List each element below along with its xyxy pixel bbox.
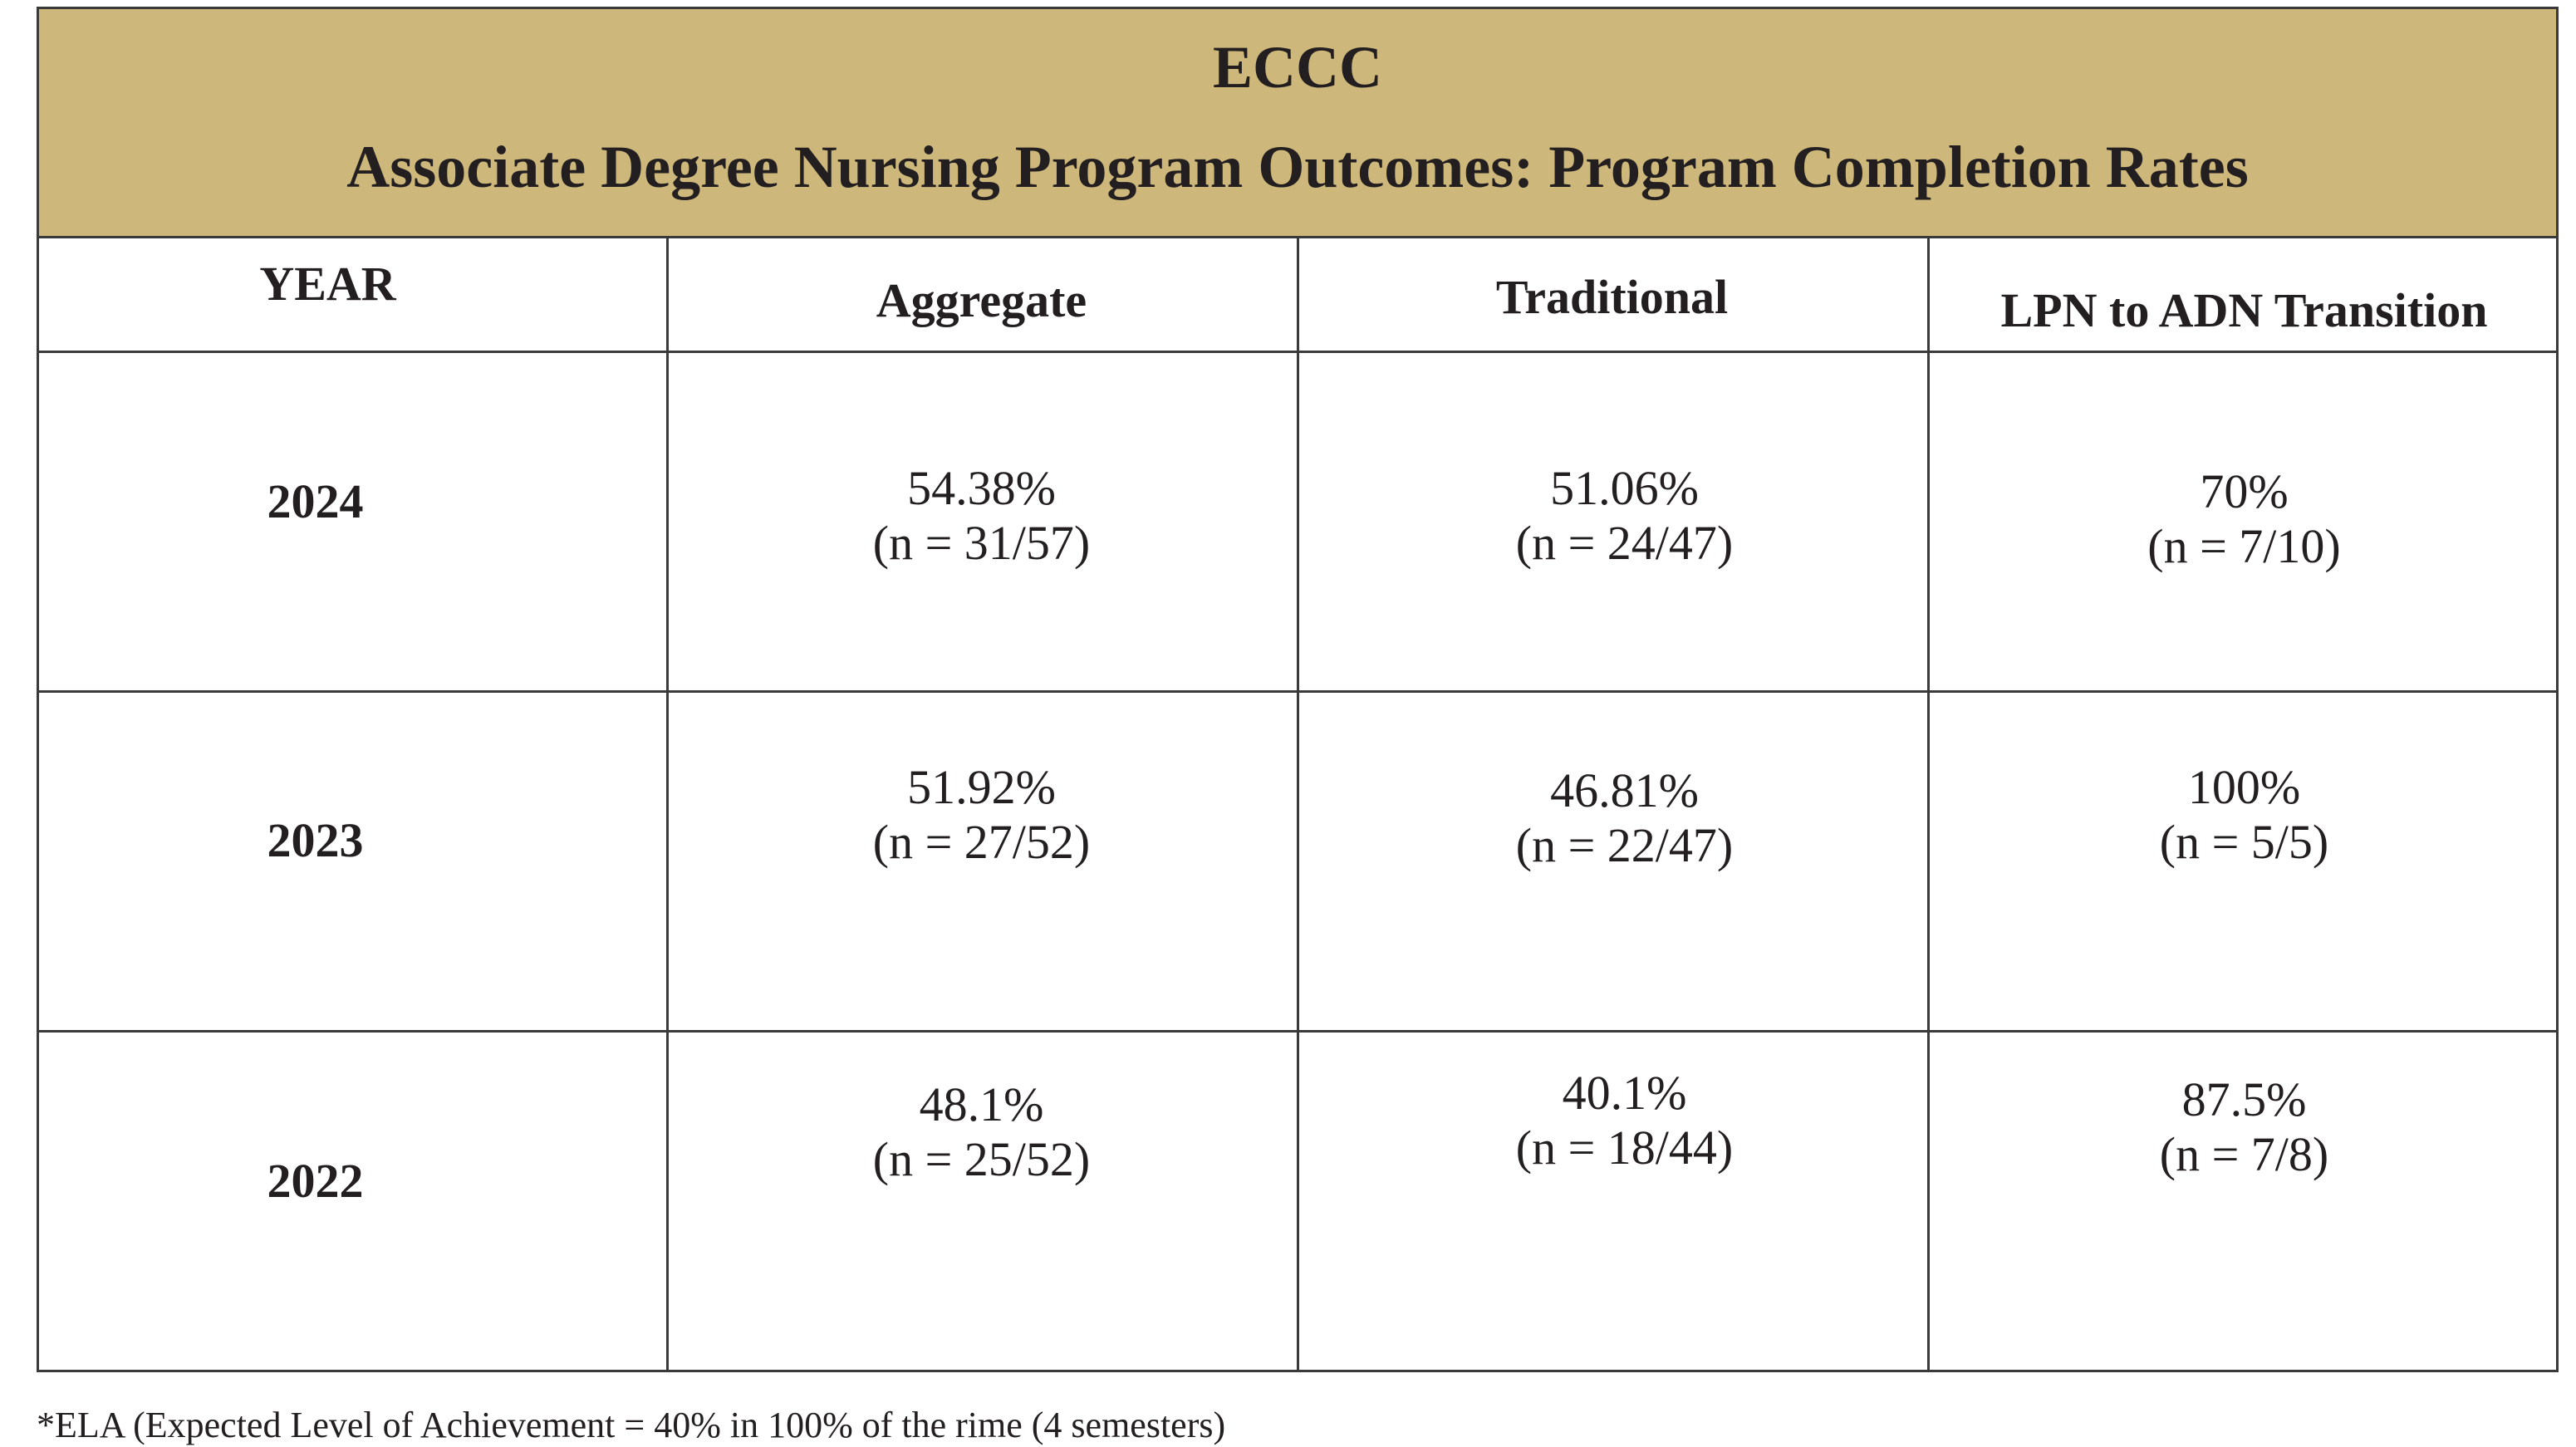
aggregate-pct: 48.1% (919, 1077, 1044, 1131)
aggregate-pct: 51.92% (907, 760, 1056, 814)
header-aggregate-label: Aggregate (876, 273, 1087, 327)
completion-rates-table: ECCC Associate Degree Nursing Program Ou… (37, 7, 2559, 1372)
title-band: ECCC Associate Degree Nursing Program Ou… (39, 9, 2556, 238)
cell-aggregate-2022: 48.1% (n = 25/52) (666, 1077, 1297, 1187)
header-traditional-label: Traditional (1495, 270, 1729, 324)
column-divider (666, 238, 669, 1370)
table-row-year: 2023 (39, 812, 666, 870)
aggregate-n: (n = 25/52) (872, 1132, 1091, 1186)
table-row-year: 2024 (39, 473, 666, 531)
lpn-pct: 100% (2187, 760, 2301, 814)
traditional-n: (n = 22/47) (1515, 818, 1734, 872)
lpn-pct: 70% (2200, 464, 2289, 518)
aggregate-n: (n = 27/52) (872, 815, 1091, 869)
cell-traditional-2022: 40.1% (n = 18/44) (1297, 1066, 1927, 1175)
column-divider (1297, 238, 1299, 1370)
lpn-n: (n = 7/10) (2147, 519, 2341, 573)
column-divider (1927, 238, 1930, 1370)
row-divider (39, 351, 2556, 353)
lpn-n: (n = 5/5) (2159, 815, 2329, 869)
cell-lpn-2022: 87.5% (n = 7/8) (1927, 1072, 2561, 1182)
aggregate-pct: 54.38% (907, 461, 1056, 515)
ela-footnote: *ELA (Expected Level of Achievement = 40… (37, 1405, 1226, 1445)
header-year-label: YEAR (259, 257, 396, 311)
cell-lpn-2024: 70% (n = 7/10) (1927, 464, 2561, 574)
cell-lpn-2023: 100% (n = 5/5) (1927, 760, 2561, 870)
year-2023: 2023 (267, 813, 364, 867)
cell-traditional-2023: 46.81% (n = 22/47) (1297, 763, 1927, 873)
traditional-pct: 51.06% (1550, 461, 1699, 515)
traditional-pct: 46.81% (1550, 763, 1699, 817)
table-grid: YEAR Aggregate Traditional LPN to ADN Tr… (39, 238, 2556, 1370)
lpn-n: (n = 7/8) (2159, 1127, 2329, 1181)
traditional-n: (n = 24/47) (1515, 516, 1734, 570)
aggregate-n: (n = 31/57) (872, 516, 1091, 570)
cell-aggregate-2023: 51.92% (n = 27/52) (666, 760, 1297, 870)
lpn-pct: 87.5% (2181, 1072, 2307, 1126)
year-2022: 2022 (267, 1154, 364, 1208)
cell-aggregate-2024: 54.38% (n = 31/57) (666, 461, 1297, 571)
header-lpn-adn: LPN to ADN Transition (1927, 282, 2561, 340)
row-divider (39, 1030, 2556, 1033)
row-divider (39, 690, 2556, 693)
institution-title: ECCC (1212, 34, 1382, 101)
header-traditional: Traditional (1297, 268, 1927, 326)
traditional-pct: 40.1% (1562, 1066, 1687, 1120)
cell-traditional-2024: 51.06% (n = 24/47) (1297, 461, 1927, 571)
year-2024: 2024 (267, 474, 364, 528)
header-year: YEAR (39, 255, 666, 313)
table-row-year: 2022 (39, 1152, 666, 1210)
traditional-n: (n = 18/44) (1515, 1121, 1734, 1175)
header-lpn-adn-label: LPN to ADN Transition (2000, 283, 2488, 337)
table-title: Associate Degree Nursing Program Outcome… (346, 134, 2249, 200)
header-aggregate: Aggregate (666, 272, 1297, 330)
